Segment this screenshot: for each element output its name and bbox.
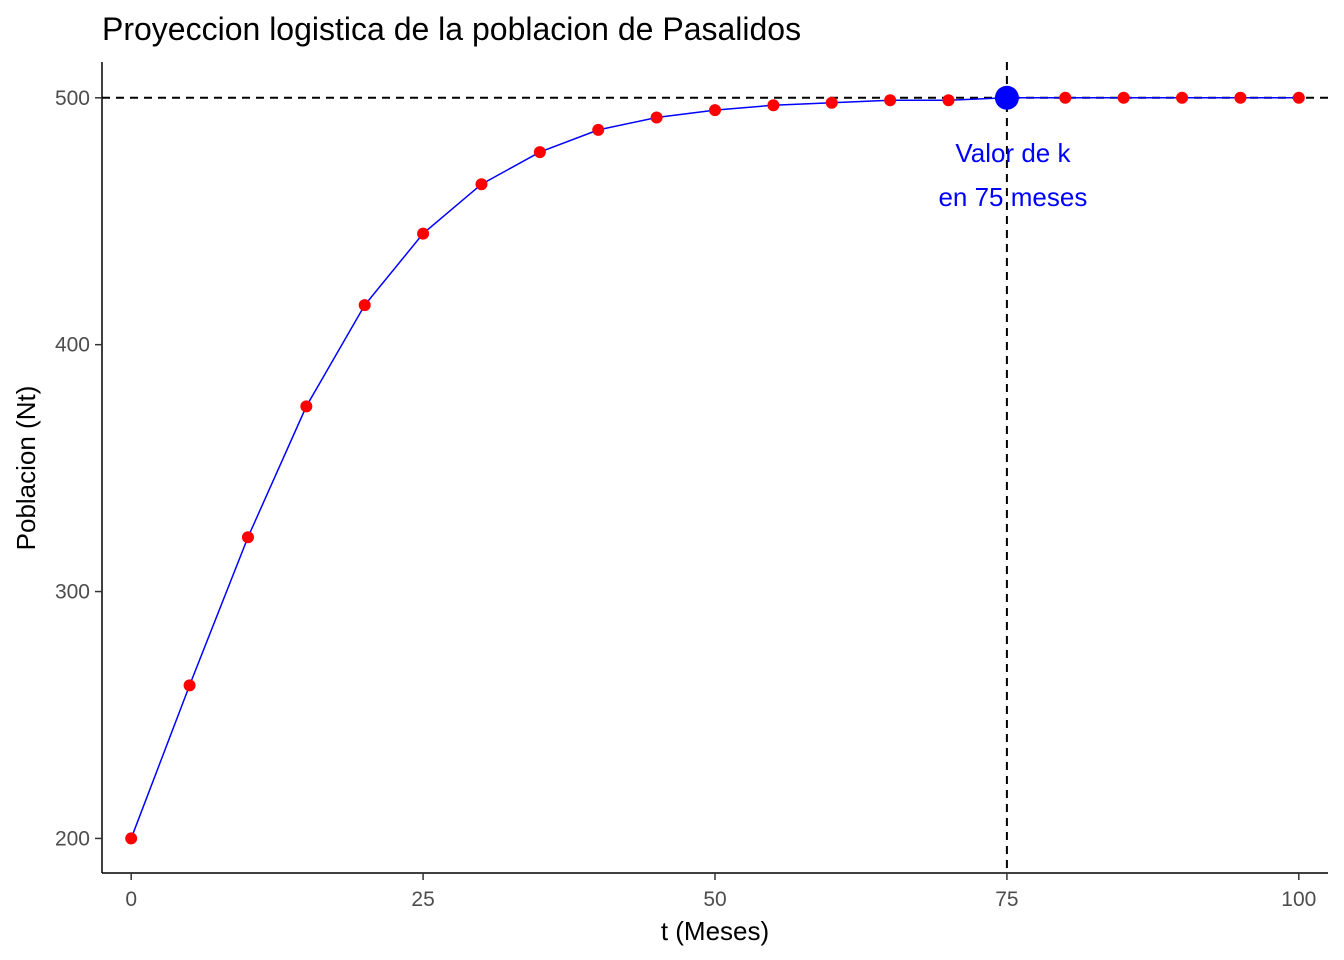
data-point-80 [1059,91,1072,104]
x-tick-label-0: 0 [125,888,137,911]
x-tick-label-75: 75 [995,888,1018,911]
x-tick-label-25: 25 [411,888,434,911]
data-point-25 [417,227,430,240]
highlight-group [994,85,1019,110]
y-tick-label-400: 400 [55,334,90,357]
series-line-group [130,97,1299,839]
data-point-10 [241,531,254,544]
data-point-90 [1176,91,1189,104]
axes [101,62,1328,874]
data-point-60 [825,96,838,109]
data-point-40 [592,123,605,136]
y-axis-title: Poblacion (Nt) [11,386,41,551]
y-tick-label-200: 200 [55,827,90,850]
y-axis-ticks: 200 300 400 500 [55,87,102,850]
x-tick-label-50: 50 [703,888,726,911]
chart-title: Proyeccion logistica de la poblacion de … [102,11,801,47]
data-point-100 [1292,91,1305,104]
data-point-70 [942,94,955,107]
data-point-85 [1117,91,1130,104]
x-axis-title: t (Meses) [661,916,769,946]
x-axis-ticks: 0 25 50 75 100 [125,873,1316,911]
data-point-50 [709,104,721,117]
data-point-0 [125,832,138,845]
highlight-point [994,85,1019,110]
plot-area: Valor de k en 75 meses [102,62,1328,873]
data-point-95 [1234,91,1247,104]
data-point-20 [358,299,371,312]
series-line [130,97,1299,839]
y-tick-label-500: 500 [55,87,90,110]
reference-lines [102,62,1328,873]
x-tick-label-100: 100 [1281,888,1316,911]
data-point-65 [884,94,897,107]
annotation-line-2: en 75 meses [938,182,1087,212]
data-point-45 [650,111,663,124]
data-point-15 [300,400,313,413]
annotation-group: Valor de k en 75 meses [938,138,1087,212]
annotation-line-1: Valor de k [955,138,1071,168]
data-point-5 [183,679,196,692]
data-points [125,91,1305,845]
data-point-30 [475,178,488,191]
data-point-55 [767,99,780,112]
y-tick-label-300: 300 [55,581,90,604]
data-point-35 [533,146,546,159]
